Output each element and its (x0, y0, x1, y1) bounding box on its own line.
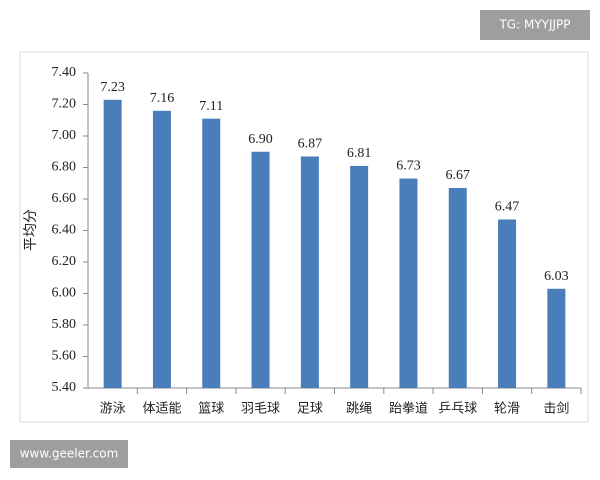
bar (448, 187, 467, 388)
watermark: TG: MYYJJPP (498, 18, 570, 32)
y-tick-label: 5.60 (52, 349, 77, 364)
data-label: 6.73 (396, 159, 421, 174)
x-tick-label: 羽毛球 (241, 402, 280, 417)
data-label: 7.16 (150, 91, 175, 106)
data-label: 6.90 (248, 132, 273, 147)
y-tick-label: 5.40 (52, 380, 77, 395)
x-tick-label: 轮滑 (494, 402, 520, 417)
x-tick-label: 乒乓球 (438, 402, 477, 417)
watermark-box (10, 440, 128, 468)
x-tick-label: 篮球 (198, 402, 224, 417)
watermark: www.geeler.com (20, 447, 119, 461)
x-tick-label: 足球 (297, 402, 323, 417)
x-tick-label: 击剑 (543, 401, 569, 417)
bar (202, 118, 221, 389)
data-label: 7.23 (100, 80, 125, 95)
y-tick-label: 6.00 (52, 286, 77, 301)
bar (152, 110, 171, 389)
x-tick-label: 跆拳道 (389, 401, 428, 417)
bar (300, 156, 319, 388)
bar (103, 99, 122, 389)
data-label: 7.11 (199, 99, 223, 114)
data-label: 6.47 (495, 200, 520, 215)
bar (399, 178, 418, 388)
x-tick-label: 游泳 (100, 402, 126, 417)
data-label: 6.81 (347, 146, 372, 161)
y-tick-label: 6.40 (52, 223, 77, 238)
y-tick-label: 7.20 (52, 97, 77, 112)
chart-frame (19, 51, 589, 423)
bar (498, 219, 517, 388)
y-tick-label: 6.20 (52, 254, 77, 269)
y-tick-label: 7.00 (52, 128, 77, 143)
y-tick-label: 6.80 (52, 160, 77, 175)
y-tick-label: 7.40 (52, 65, 77, 80)
y-tick-label: 6.60 (52, 191, 77, 206)
x-tick-label: 跳绳 (346, 402, 372, 417)
watermark-box (480, 10, 590, 40)
y-axis-label: 平均分 (23, 209, 39, 251)
y-tick-label: 5.80 (52, 317, 77, 332)
bar (350, 165, 369, 388)
bar (547, 288, 566, 388)
data-label: 6.67 (446, 168, 471, 183)
x-tick-label: 体适能 (142, 402, 181, 417)
bar (251, 151, 270, 388)
data-label: 6.87 (298, 137, 323, 152)
data-label: 6.03 (544, 269, 569, 284)
